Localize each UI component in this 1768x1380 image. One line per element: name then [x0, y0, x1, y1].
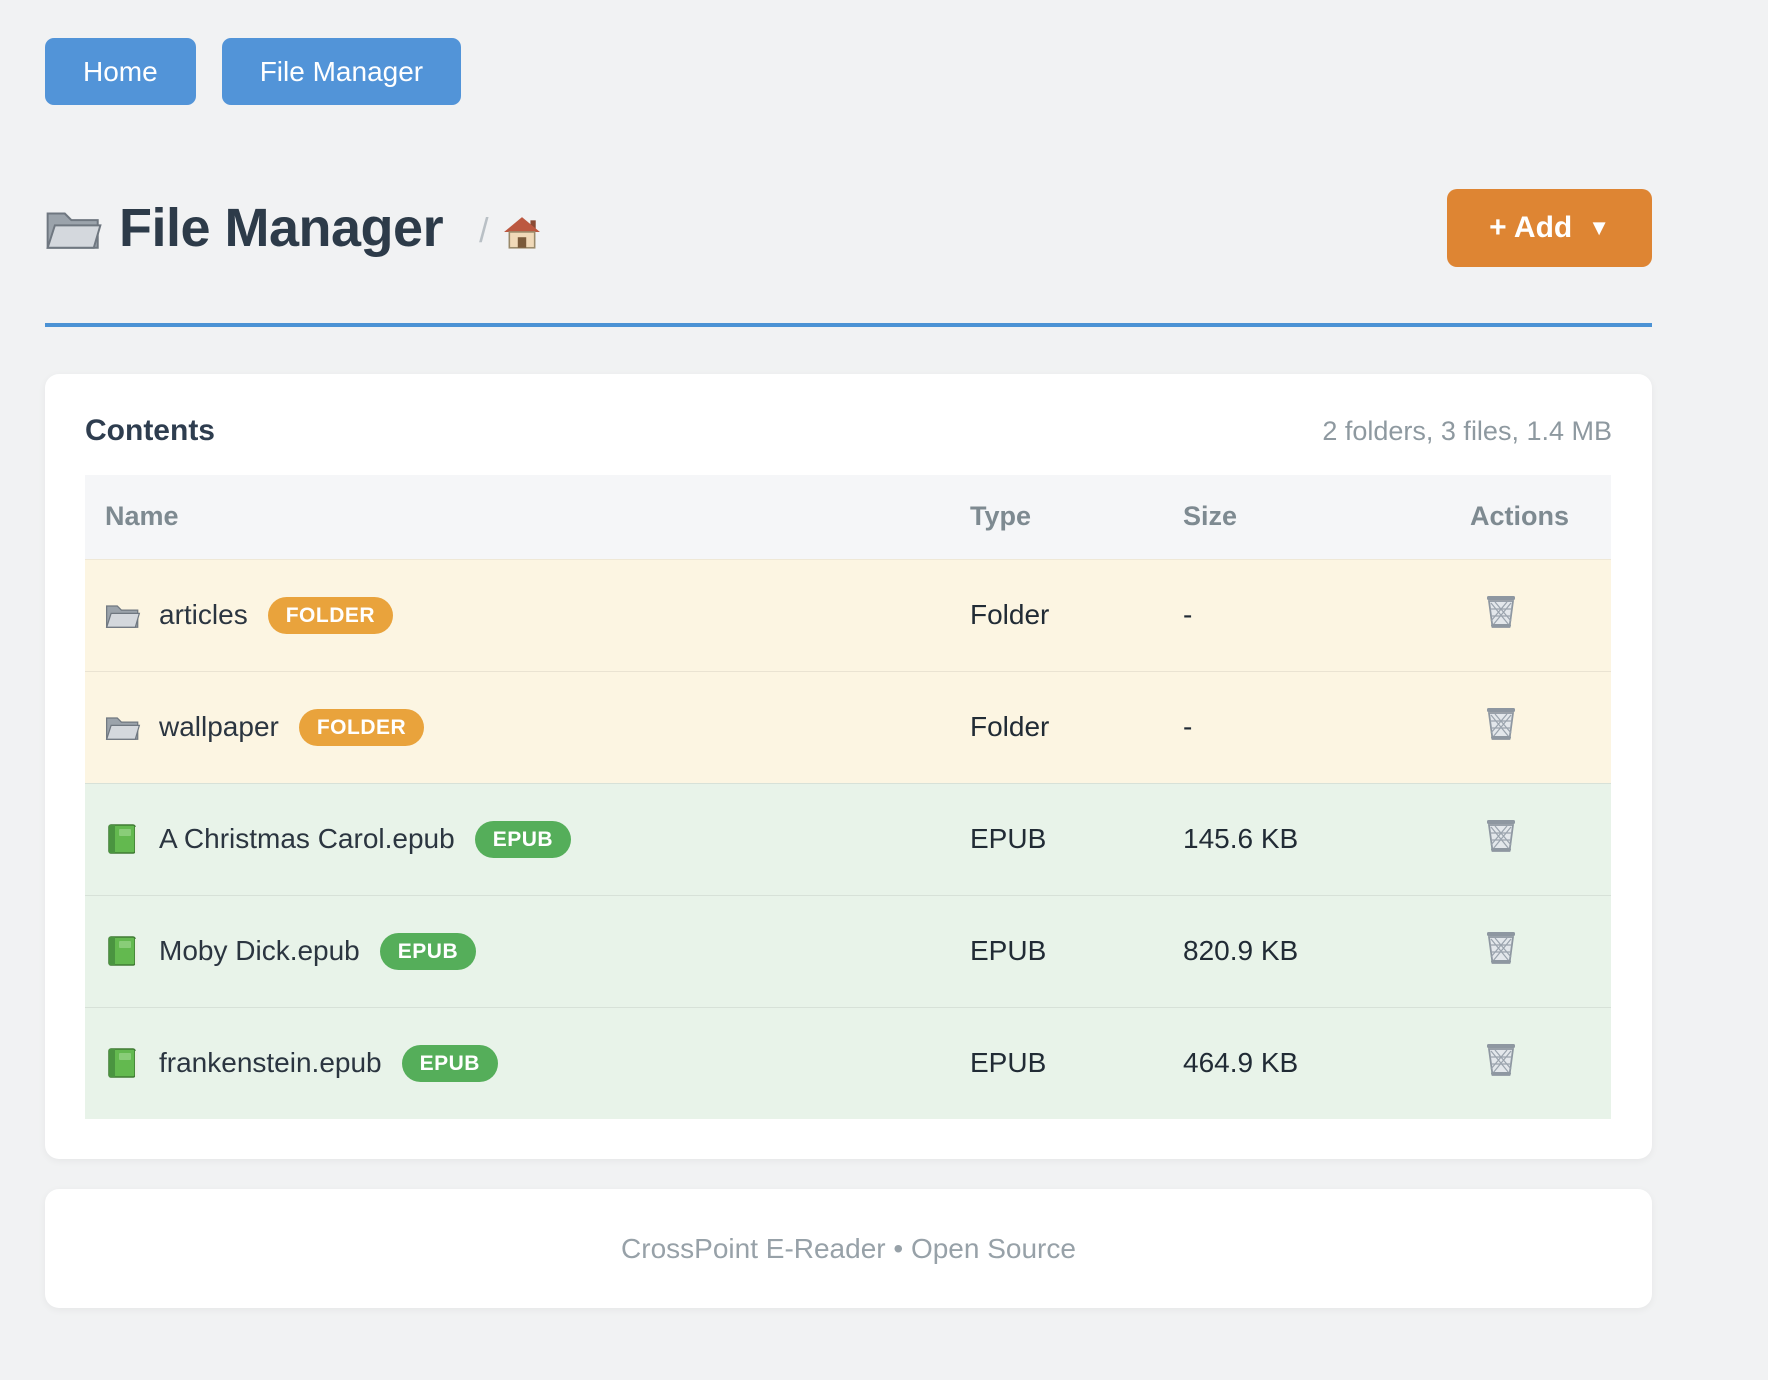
size-cell: 820.9 KB [1183, 895, 1470, 1007]
page-header: File Manager / + Add ▼ [45, 189, 1652, 327]
contents-title: Contents [85, 414, 215, 448]
delete-button[interactable] [1483, 593, 1519, 631]
home-icon[interactable] [503, 215, 541, 251]
nav-home-button[interactable]: Home [45, 38, 196, 105]
size-cell: - [1183, 559, 1470, 671]
folder-icon [105, 711, 141, 743]
top-nav: Home File Manager [45, 0, 1652, 105]
table-row: articles FOLDER Folder - [85, 559, 1611, 671]
book-icon [105, 935, 141, 967]
delete-button[interactable] [1483, 705, 1519, 743]
footer: CrossPoint E-Reader • Open Source [45, 1189, 1652, 1308]
add-button-label: + Add [1489, 211, 1572, 245]
trash-icon [1483, 705, 1519, 743]
table-row: A Christmas Carol.epub EPUB EPUB 145.6 K… [85, 783, 1611, 895]
type-cell: EPUB [970, 783, 1183, 895]
trash-icon [1483, 1041, 1519, 1079]
add-button[interactable]: + Add ▼ [1447, 189, 1652, 267]
size-cell: 145.6 KB [1183, 783, 1470, 895]
folder-icon [45, 204, 103, 252]
table-row: frankenstein.epub EPUB EPUB 464.9 KB [85, 1007, 1611, 1119]
page-container: Home File Manager File Manager / + Add ▼… [45, 0, 1652, 1308]
folder-icon [105, 599, 141, 631]
file-name-link[interactable]: Moby Dick.epub [159, 935, 360, 967]
size-cell: - [1183, 671, 1470, 783]
column-header-name: Name [85, 475, 970, 559]
table-row: Moby Dick.epub EPUB EPUB 820.9 KB [85, 895, 1611, 1007]
type-cell: EPUB [970, 1007, 1183, 1119]
type-cell: EPUB [970, 895, 1183, 1007]
book-icon [105, 823, 141, 855]
folder-badge: FOLDER [268, 597, 393, 634]
file-name-link[interactable]: A Christmas Carol.epub [159, 823, 455, 855]
trash-icon [1483, 817, 1519, 855]
delete-button[interactable] [1483, 817, 1519, 855]
trash-icon [1483, 593, 1519, 631]
epub-badge: EPUB [475, 821, 571, 858]
contents-card-header: Contents 2 folders, 3 files, 1.4 MB [85, 414, 1612, 448]
delete-button[interactable] [1483, 1041, 1519, 1079]
epub-badge: EPUB [380, 933, 476, 970]
chevron-down-icon: ▼ [1588, 215, 1610, 241]
page-title: File Manager [119, 197, 443, 259]
breadcrumb-separator: / [479, 212, 488, 251]
nav-file-manager-button[interactable]: File Manager [222, 38, 461, 105]
title-group: File Manager / [45, 197, 541, 259]
delete-button[interactable] [1483, 929, 1519, 967]
type-cell: Folder [970, 559, 1183, 671]
file-table: Name Type Size Actions articles FOLDER F… [85, 475, 1611, 1119]
column-header-type: Type [970, 475, 1183, 559]
table-row: wallpaper FOLDER Folder - [85, 671, 1611, 783]
trash-icon [1483, 929, 1519, 967]
epub-badge: EPUB [402, 1045, 498, 1082]
table-header-row: Name Type Size Actions [85, 475, 1611, 559]
file-name-link[interactable]: wallpaper [159, 711, 279, 743]
contents-summary: 2 folders, 3 files, 1.4 MB [1322, 416, 1612, 447]
column-header-size: Size [1183, 475, 1470, 559]
file-name-link[interactable]: frankenstein.epub [159, 1047, 382, 1079]
column-header-actions: Actions [1470, 475, 1611, 559]
size-cell: 464.9 KB [1183, 1007, 1470, 1119]
type-cell: Folder [970, 671, 1183, 783]
contents-card: Contents 2 folders, 3 files, 1.4 MB Name… [45, 374, 1652, 1159]
book-icon [105, 1047, 141, 1079]
folder-badge: FOLDER [299, 709, 424, 746]
footer-text: CrossPoint E-Reader • Open Source [621, 1233, 1076, 1265]
file-name-link[interactable]: articles [159, 599, 248, 631]
